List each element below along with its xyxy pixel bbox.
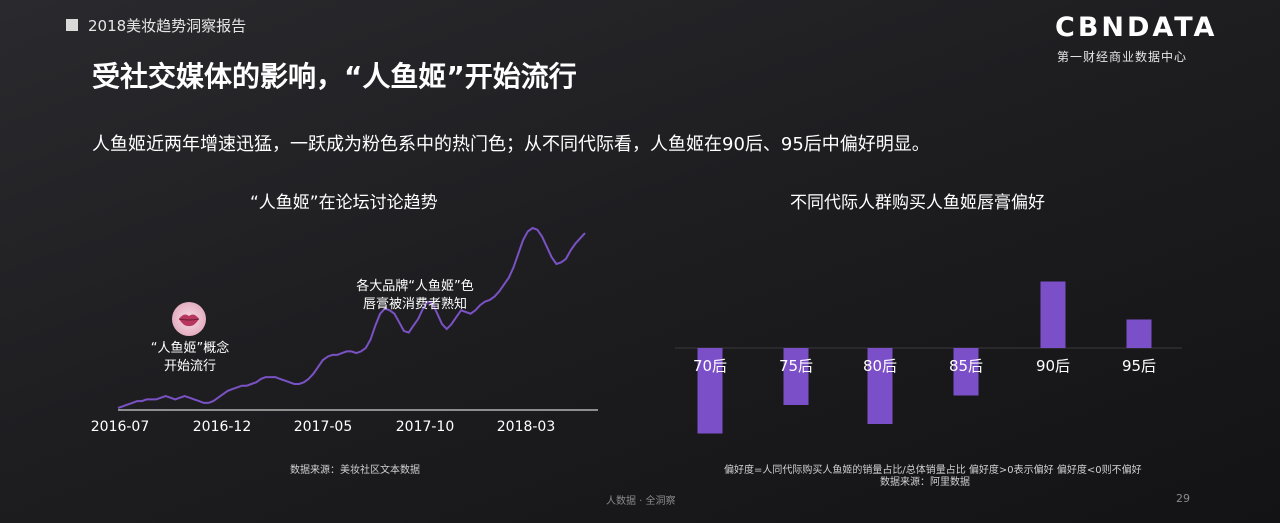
line-chart: 2016-07 2016-12 2017-05 2017-10 2018-03 xyxy=(91,226,598,435)
bar xyxy=(1040,281,1066,348)
x-tick-label: 2017-05 xyxy=(294,419,353,435)
bar xyxy=(697,348,723,434)
bar-chart-title: 不同代际人群购买人鱼姬唇膏偏好 xyxy=(790,193,1045,213)
bar xyxy=(783,348,809,405)
bar-category-label: 80后 xyxy=(863,357,897,375)
logo: CBNDATA xyxy=(1055,12,1218,43)
logo-subtitle: 第一财经商业数据中心 xyxy=(1057,50,1188,64)
annotation-brands: 各大品牌“人鱼姬”色 唇膏被消费者熟知 xyxy=(340,278,490,314)
page-title: 受社交媒体的影响，“人鱼姬”开始流行 xyxy=(92,60,577,93)
x-tick-label: 2018-03 xyxy=(497,419,556,435)
bar-category-label: 90后 xyxy=(1036,357,1070,375)
header-square-icon xyxy=(66,19,78,31)
bar-chart-source: 数据来源：阿里数据 xyxy=(880,477,970,488)
page-subtitle: 人鱼姬近两年增速迅猛，一跃成为粉色系中的热门色；从不同代际看，人鱼姬在90后、9… xyxy=(92,134,930,155)
x-tick-label: 2016-12 xyxy=(193,419,252,435)
page-number: 29 xyxy=(1176,492,1190,505)
bar xyxy=(867,348,893,424)
annotation-brands-line1: 各大品牌“人鱼姬”色 xyxy=(356,279,474,294)
bar-chart: 70后 75后 80后 85后 90后 95后 xyxy=(675,281,1182,434)
line-chart-source: 数据来源：美妆社区文本数据 xyxy=(290,465,420,476)
bar-category-label: 70后 xyxy=(693,357,727,375)
bar-category-label: 75后 xyxy=(779,357,813,375)
bar xyxy=(953,348,979,396)
annotation-brands-line2: 唇膏被消费者熟知 xyxy=(362,297,467,312)
annotation-concept: “人鱼姬”概念 开始流行 xyxy=(140,340,240,376)
lips-icon xyxy=(172,302,206,336)
report-title: 2018美妆趋势洞察报告 xyxy=(88,17,247,35)
annotation-concept-line1: “人鱼姬”概念 xyxy=(150,341,230,356)
bar xyxy=(1126,319,1152,348)
x-tick-label: 2016-07 xyxy=(91,419,150,435)
bar-category-label: 85后 xyxy=(949,357,983,375)
annotation-concept-line2: 开始流行 xyxy=(163,359,216,374)
line-series xyxy=(117,226,586,409)
bar-category-label: 95后 xyxy=(1122,357,1156,375)
x-tick-label: 2017-10 xyxy=(396,419,455,435)
bar-chart-note: 偏好度=人同代际购买人鱼姬的销量占比/总体销量占比 偏好度>0表示偏好 偏好度<… xyxy=(724,465,1142,476)
line-chart-title: “人鱼姬”在论坛讨论趋势 xyxy=(250,193,438,213)
footer-text: 人数据 · 全洞察 xyxy=(606,496,676,507)
